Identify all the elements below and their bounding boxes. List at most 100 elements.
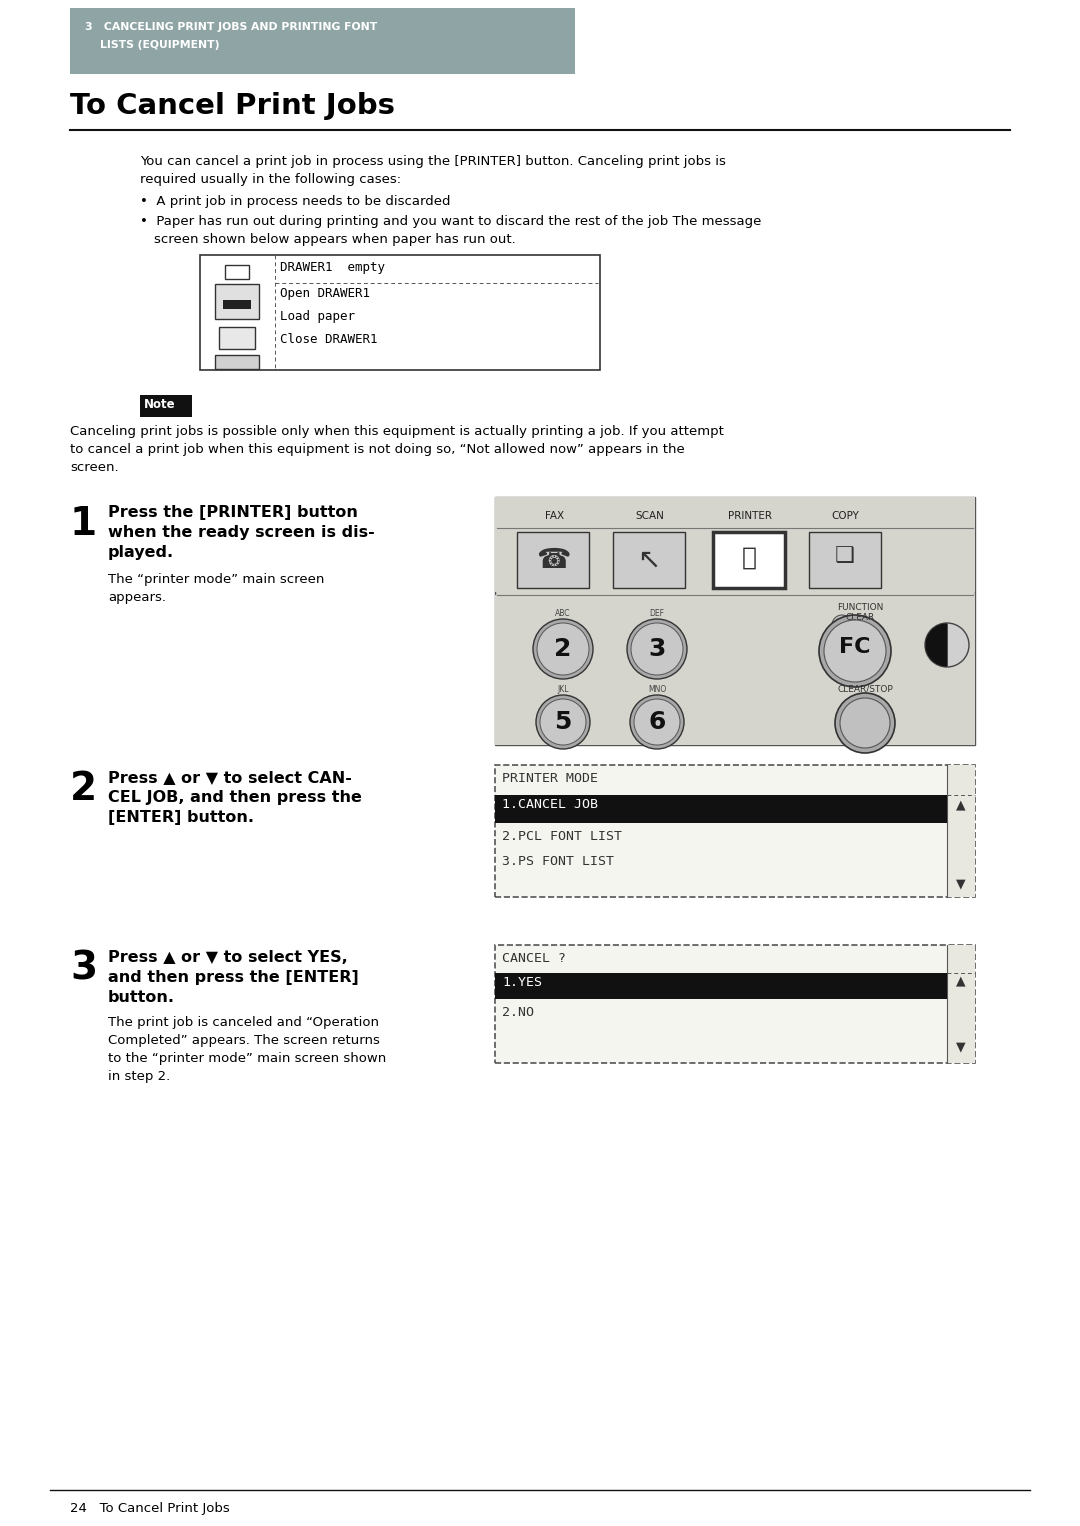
Bar [225, 266, 249, 279]
Text: The print job is canceled and “Operation: The print job is canceled and “Operation [108, 1016, 379, 1029]
Circle shape [634, 699, 680, 745]
Text: ↖: ↖ [637, 546, 661, 574]
Circle shape [627, 620, 687, 679]
Text: in step 2.: in step 2. [108, 1070, 171, 1083]
Text: Close DRAWER1: Close DRAWER1 [280, 333, 378, 346]
Text: 24   To Cancel Print Jobs: 24 To Cancel Print Jobs [70, 1502, 230, 1515]
Bar [713, 533, 785, 588]
Bar [613, 533, 685, 588]
Circle shape [536, 694, 590, 749]
Bar [219, 327, 255, 349]
Text: Load paper: Load paper [280, 310, 355, 324]
Text: DRAWER1  empty: DRAWER1 empty [280, 261, 384, 275]
Bar [495, 497, 975, 592]
Text: DEF: DEF [649, 609, 664, 618]
Text: button.: button. [108, 990, 175, 1006]
Circle shape [540, 699, 586, 745]
Text: 6: 6 [648, 710, 665, 734]
Text: JKL: JKL [557, 685, 569, 694]
Text: played.: played. [108, 545, 174, 560]
Text: when the ready screen is dis-: when the ready screen is dis- [108, 525, 375, 540]
Text: to the “printer mode” main screen shown: to the “printer mode” main screen shown [108, 1051, 387, 1065]
Text: 3: 3 [648, 636, 665, 661]
Text: 1.CANCEL JOB: 1.CANCEL JOB [502, 798, 598, 810]
Text: CLEAR: CLEAR [846, 613, 875, 623]
Text: ▼: ▼ [956, 877, 966, 890]
Text: 2: 2 [70, 771, 97, 807]
Text: appears.: appears. [108, 591, 166, 604]
Text: ❑: ❑ [835, 546, 855, 566]
Text: 2: 2 [554, 636, 571, 661]
Text: ▼: ▼ [956, 1041, 966, 1053]
Text: •  Paper has run out during printing and you want to discard the rest of the job: • Paper has run out during printing and … [140, 215, 761, 227]
Text: To Cancel Print Jobs: To Cancel Print Jobs [70, 92, 395, 121]
Bar [809, 533, 881, 588]
Text: Press the [PRINTER] button: Press the [PRINTER] button [108, 505, 357, 520]
Bar [495, 974, 947, 1000]
Text: COPY: COPY [832, 511, 859, 520]
Circle shape [840, 697, 890, 748]
Text: and then press the [ENTER]: and then press the [ENTER] [108, 971, 359, 984]
Text: You can cancel a print job in process using the [PRINTER] button. Canceling prin: You can cancel a print job in process us… [140, 156, 726, 168]
Bar [947, 765, 975, 897]
Text: LISTS (EQUIPMENT): LISTS (EQUIPMENT) [85, 40, 219, 50]
Circle shape [835, 693, 895, 752]
Circle shape [832, 615, 852, 635]
Text: Canceling print jobs is possible only when this equipment is actually printing a: Canceling print jobs is possible only wh… [70, 426, 724, 438]
Circle shape [924, 623, 969, 667]
Text: [ENTER] button.: [ENTER] button. [108, 810, 254, 826]
Circle shape [819, 615, 891, 687]
Text: Completed” appears. The screen returns: Completed” appears. The screen returns [108, 1035, 380, 1047]
Circle shape [537, 623, 589, 674]
Text: FUNCTION: FUNCTION [837, 603, 883, 612]
Bar [495, 795, 947, 823]
Text: ⎙: ⎙ [742, 546, 756, 571]
Text: 1: 1 [70, 505, 97, 543]
Text: •  A print job in process needs to be discarded: • A print job in process needs to be dis… [140, 195, 450, 208]
Text: FC: FC [839, 636, 870, 658]
Text: 5: 5 [554, 710, 571, 734]
Text: MNO: MNO [648, 685, 666, 694]
Circle shape [630, 694, 684, 749]
Bar [517, 533, 589, 588]
Text: screen shown below appears when paper has run out.: screen shown below appears when paper ha… [154, 233, 516, 246]
Circle shape [534, 620, 593, 679]
Text: 3: 3 [70, 951, 97, 987]
Bar [215, 284, 259, 319]
Bar [222, 301, 251, 308]
Text: required usually in the following cases:: required usually in the following cases: [140, 172, 401, 186]
Text: CANCEL ?: CANCEL ? [502, 952, 566, 964]
Text: Note: Note [144, 398, 176, 410]
Text: PRINTER: PRINTER [728, 511, 772, 520]
Text: Open DRAWER1: Open DRAWER1 [280, 287, 370, 301]
Text: PRINTER MODE: PRINTER MODE [502, 772, 598, 784]
Bar [495, 595, 975, 745]
Bar [495, 945, 975, 1064]
Text: 2.NO: 2.NO [502, 1006, 534, 1019]
Bar [140, 395, 192, 417]
Circle shape [631, 623, 683, 674]
Text: 2.PCL FONT LIST: 2.PCL FONT LIST [502, 830, 622, 842]
Text: ☎: ☎ [536, 546, 570, 574]
Text: ABC: ABC [555, 609, 570, 618]
Text: Press ▲ or ▼ to select CAN-: Press ▲ or ▼ to select CAN- [108, 771, 352, 784]
Bar [495, 765, 975, 897]
Text: to cancel a print job when this equipment is not doing so, “Not allowed now” app: to cancel a print job when this equipmen… [70, 443, 685, 456]
Text: ▲: ▲ [956, 974, 966, 987]
Text: 1.YES: 1.YES [502, 977, 542, 989]
Text: SCAN: SCAN [635, 511, 664, 520]
Bar [495, 497, 975, 745]
Text: CLEAR/STOP: CLEAR/STOP [837, 685, 893, 694]
Text: The “printer mode” main screen: The “printer mode” main screen [108, 572, 324, 586]
Text: Press ▲ or ▼ to select YES,: Press ▲ or ▼ to select YES, [108, 951, 348, 964]
Bar [947, 945, 975, 1064]
Text: ▲: ▲ [956, 798, 966, 810]
Circle shape [824, 620, 886, 682]
Wedge shape [926, 624, 947, 665]
Bar [200, 255, 600, 369]
Text: 3.PS FONT LIST: 3.PS FONT LIST [502, 855, 615, 868]
Text: FAX: FAX [545, 511, 565, 520]
Bar [215, 356, 259, 369]
Text: screen.: screen. [70, 461, 119, 475]
Text: CEL JOB, and then press the: CEL JOB, and then press the [108, 790, 362, 806]
